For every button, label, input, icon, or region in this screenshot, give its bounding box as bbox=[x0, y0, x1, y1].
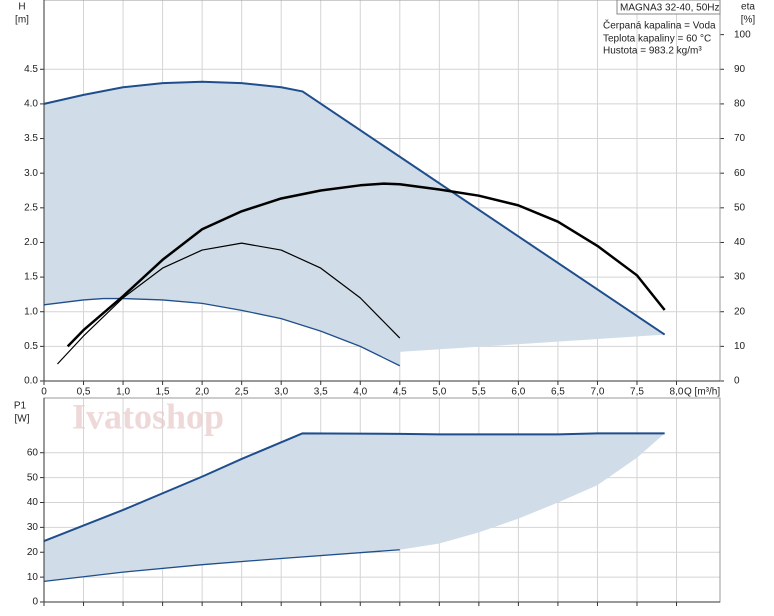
y-tick-label: 4.0 bbox=[24, 99, 38, 110]
info-box bbox=[616, 0, 721, 15]
y2-tick-label: 10 bbox=[734, 341, 746, 352]
x-tick-label: 6,0 bbox=[511, 387, 525, 398]
y2-label: eta bbox=[741, 2, 755, 13]
y2-tick-label: 70 bbox=[734, 133, 746, 144]
x-tick-label: 0 bbox=[41, 387, 47, 398]
x-tick-label: 3,5 bbox=[314, 387, 328, 398]
y2-tick-label: 80 bbox=[734, 99, 746, 110]
curve bbox=[43, 549, 400, 582]
watermark: Ivatoshop bbox=[72, 396, 224, 436]
operating-area bbox=[44, 81, 665, 366]
y-tick-label: 0.0 bbox=[24, 376, 38, 387]
x-tick-label: 5,5 bbox=[472, 387, 486, 398]
y-tick-label: 0 bbox=[32, 597, 38, 608]
x-tick-label: 2,5 bbox=[235, 387, 249, 398]
curve bbox=[43, 80, 666, 336]
x-tick-label: 1,0 bbox=[116, 387, 130, 398]
y2-tick-label: 20 bbox=[734, 306, 746, 317]
y-tick-label: 40 bbox=[27, 497, 39, 508]
x-tick-label: 4,0 bbox=[353, 387, 367, 398]
y-tick-label: 1.0 bbox=[24, 306, 38, 317]
y-tick-label: 20 bbox=[27, 547, 39, 558]
x-label: Q [m³/h] bbox=[684, 387, 720, 398]
info-line: Hustota = 983.2 kg/m³ bbox=[603, 46, 702, 57]
x-tick-label: 7,5 bbox=[630, 387, 644, 398]
curve bbox=[43, 297, 401, 367]
x-tick-label: 7,0 bbox=[590, 387, 604, 398]
y2-tick-label: 30 bbox=[734, 272, 746, 283]
y-tick-label: 2.0 bbox=[24, 237, 38, 248]
curve bbox=[43, 432, 665, 542]
info-line: Teplota kapaliny = 60 °C bbox=[603, 34, 711, 45]
info-line: Čerpaná kapalina = Voda bbox=[603, 19, 716, 32]
y-tick-label: 60 bbox=[27, 447, 39, 458]
y-unit: [W] bbox=[15, 414, 30, 425]
y-tick-label: 50 bbox=[27, 472, 39, 483]
operating-area bbox=[44, 433, 665, 582]
x-tick-label: 1,5 bbox=[156, 387, 170, 398]
x-tick-label: 0,5 bbox=[77, 387, 91, 398]
info-title: MAGNA3 32-40, 50Hz bbox=[620, 3, 720, 14]
y2-tick-label: 40 bbox=[734, 237, 746, 248]
x-tick-label: 4,5 bbox=[393, 387, 407, 398]
y-tick-label: 4.5 bbox=[24, 64, 38, 75]
y-tick-label: 2.5 bbox=[24, 202, 38, 213]
x-tick-label: 5,0 bbox=[432, 387, 446, 398]
y-tick-label: 30 bbox=[27, 522, 39, 533]
y2-unit: [%] bbox=[741, 15, 756, 26]
y-tick-label: 3.5 bbox=[24, 133, 38, 144]
curve bbox=[57, 242, 401, 365]
y-label: H bbox=[18, 2, 25, 13]
y-unit: [m] bbox=[15, 15, 29, 26]
y2-tick-label: 100 bbox=[734, 29, 751, 40]
y-tick-label: 0.5 bbox=[24, 341, 38, 352]
y2-tick-label: 0 bbox=[734, 376, 740, 387]
y2-tick-label: 50 bbox=[734, 202, 746, 213]
y-tick-label: 3.0 bbox=[24, 168, 38, 179]
y-tick-label: 1.5 bbox=[24, 272, 38, 283]
x-tick-label: 8,0 bbox=[670, 387, 684, 398]
curve bbox=[66, 182, 666, 348]
y-tick-label: 10 bbox=[27, 572, 39, 583]
x-tick-label: 3,0 bbox=[274, 387, 288, 398]
y-label: P1 bbox=[14, 401, 27, 412]
x-tick-label: 6,5 bbox=[551, 387, 565, 398]
y2-tick-label: 60 bbox=[734, 168, 746, 179]
x-tick-label: 2,0 bbox=[195, 387, 209, 398]
y2-tick-label: 90 bbox=[734, 64, 746, 75]
